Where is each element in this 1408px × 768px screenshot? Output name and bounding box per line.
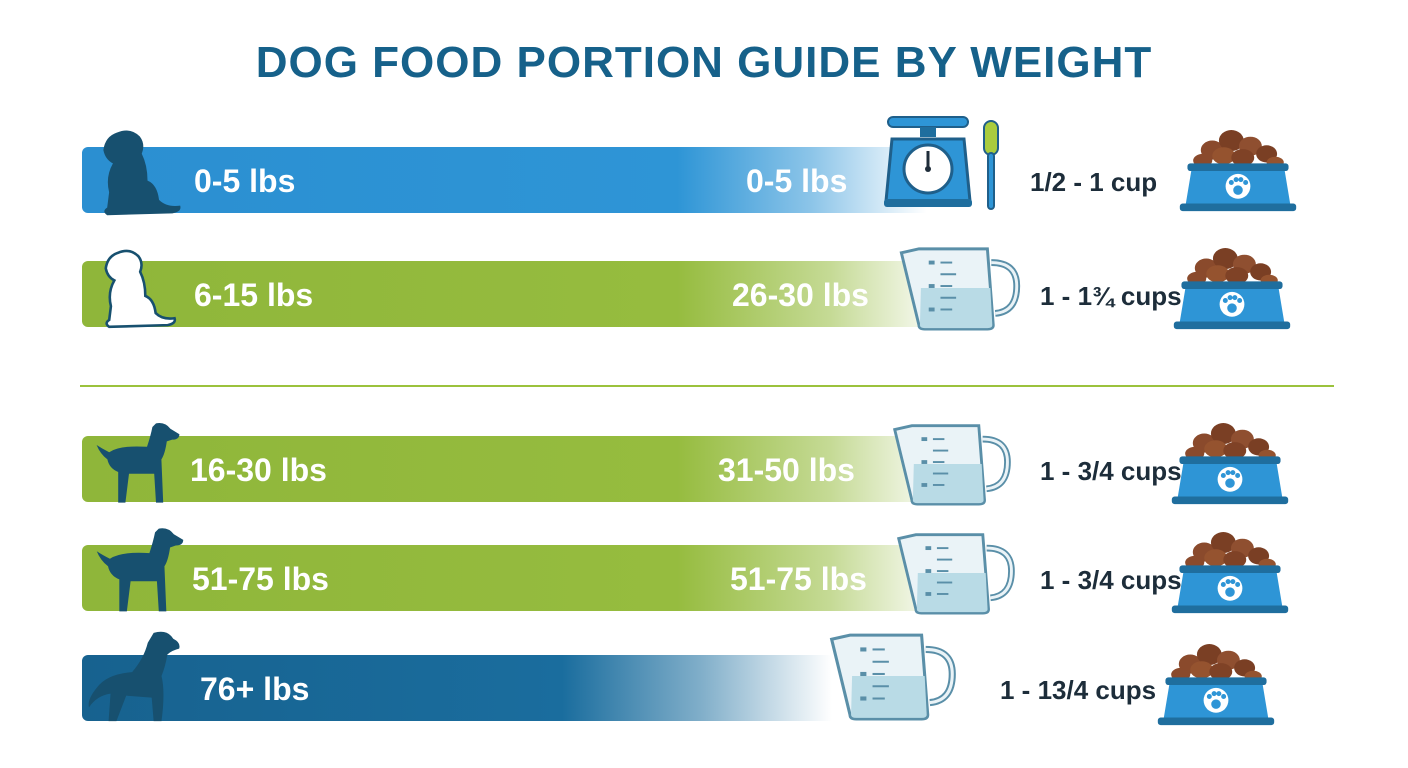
page-title: DOG FOOD PORTION GUIDE BY WEIGHT	[255, 38, 1153, 87]
right-weight-label: 26-30 lbs	[732, 277, 869, 313]
weight-bar	[82, 261, 1042, 327]
portion-label: 1 - 3/4 cups	[1040, 456, 1182, 486]
food-bowl-icon	[1170, 247, 1294, 333]
portion-row: 16-30 lbs 31-50 lbs 1 - 3/4 cups	[0, 422, 1408, 522]
measuring-cup-icon	[892, 529, 1022, 615]
food-bowl-icon	[1168, 531, 1292, 617]
weight-bar	[82, 436, 1042, 502]
right-weight-label: 51-75 lbs	[730, 561, 867, 597]
right-weight-label: 31-50 lbs	[718, 452, 855, 488]
portion-label: 1/2 - 1 cup	[1030, 167, 1158, 197]
weight-bar	[82, 545, 1042, 611]
section-divider	[80, 385, 1334, 387]
dog-lying-icon	[82, 629, 192, 727]
food-bowl-icon	[1176, 129, 1300, 215]
left-weight-label: 6-15 lbs	[194, 277, 314, 313]
dog-sitting-icon	[86, 125, 186, 221]
portion-row: 51-75 lbs 51-75 lbs 1 - 3/4 cups	[0, 531, 1408, 631]
left-weight-label: 76+ lbs	[200, 671, 310, 707]
left-weight-label: 0-5 lbs	[194, 163, 296, 199]
food-bowl-icon	[1154, 643, 1278, 729]
dog-sitting-icon	[92, 243, 178, 335]
measuring-cup-icon	[896, 243, 1026, 331]
portion-label: 1 - 1¾ cups	[1040, 281, 1182, 311]
measuring-cup-icon	[824, 629, 964, 721]
left-weight-label: 51-75 lbs	[192, 561, 329, 597]
weight-bar	[82, 147, 1042, 213]
portion-row: 76+ lbs 1 - 13/4 cups	[0, 641, 1408, 741]
portion-label: 1 - 3/4 cups	[1040, 565, 1182, 595]
portion-row: 0-5 lbs 0-5 lbs 1/2 - 1 cup	[0, 133, 1408, 233]
dog-standing-icon	[90, 523, 190, 617]
kitchen-scale-icon	[882, 113, 1012, 213]
portion-row: 6-15 lbs 26-30 lbs 1 - 1¾ cups	[0, 247, 1408, 347]
right-weight-label: 0-5 lbs	[746, 163, 848, 199]
food-bowl-icon	[1168, 422, 1292, 508]
dog-standing-icon	[88, 418, 188, 508]
portion-label: 1 - 13/4 cups	[1000, 675, 1157, 705]
measuring-cup-icon	[888, 420, 1018, 506]
left-weight-label: 16-30 lbs	[190, 452, 327, 488]
